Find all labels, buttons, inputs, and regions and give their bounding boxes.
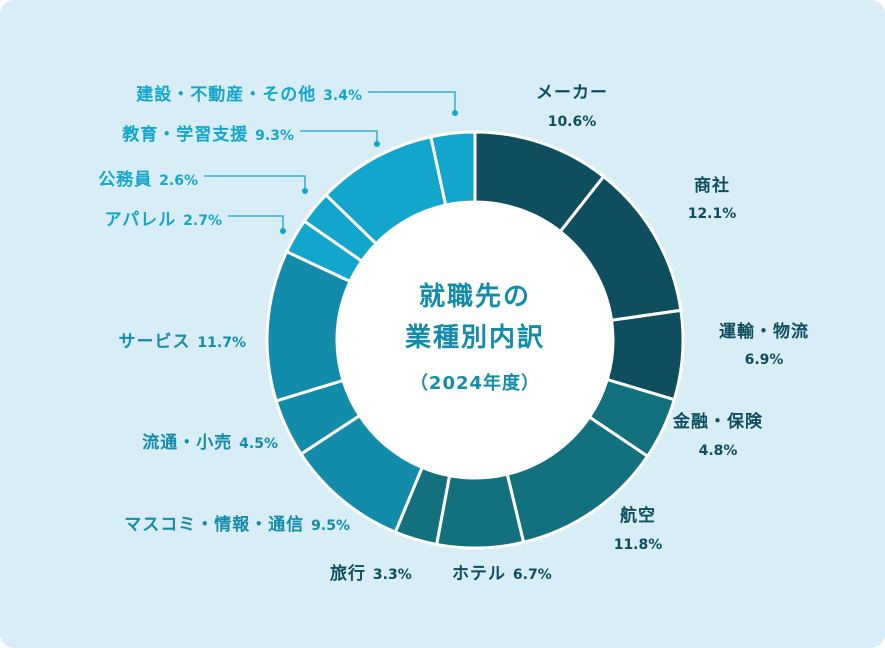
slice-label: ホテル 6.7% <box>452 564 552 584</box>
slice-label: 建設・不動産・その他 3.4% <box>136 84 362 105</box>
slice-value-label: 11.8% <box>614 537 663 553</box>
leader-dot <box>280 228 286 234</box>
slice-value-label: 3.3% <box>373 567 412 583</box>
slice-value-label: 4.5% <box>239 436 278 452</box>
slice-label: 運輸・物流 <box>719 321 809 342</box>
slice-label: 商社 <box>694 175 730 196</box>
slice-value-label: 2.6% <box>159 173 198 189</box>
slice-value-label: 4.8% <box>699 443 738 459</box>
slice-value-label: 10.6% <box>548 114 597 130</box>
leader-dot <box>452 110 458 116</box>
slice-label: 金融・保険 <box>672 411 763 432</box>
slice-value-label: 6.9% <box>745 352 784 368</box>
slice-value-label: 9.3% <box>255 128 294 144</box>
slice-label: 航空 <box>620 505 656 526</box>
chart-title-line-2: 業種別内訳 <box>405 322 545 353</box>
donut-slices <box>265 130 685 550</box>
leader-line <box>228 215 284 231</box>
slice-value-label: 9.5% <box>311 518 350 534</box>
slice-label: 旅行 3.3% <box>330 563 412 584</box>
leader-lines <box>204 91 458 234</box>
slice-label: 公務員 2.6% <box>98 169 198 190</box>
leader-line <box>300 130 378 144</box>
donut-hole <box>337 202 613 478</box>
slice-label: メーカー <box>536 83 608 103</box>
chart-subtitle: （2024年度） <box>410 372 540 394</box>
leader-line <box>368 91 456 113</box>
slice-label: マスコミ・情報・通信 9.5% <box>124 514 350 535</box>
slice-label: 教育・学習支援 9.3% <box>121 124 294 145</box>
slice-value-label: 3.4% <box>323 88 362 104</box>
slice-value-label: 6.7% <box>513 567 552 583</box>
leader-dot <box>374 141 380 147</box>
slice-value-label: 11.7% <box>197 335 246 351</box>
slice-value-label: 2.7% <box>183 213 222 229</box>
donut-slice <box>434 472 526 550</box>
slice-value-label: 12.1% <box>688 206 737 222</box>
leader-dot <box>302 188 308 194</box>
slice-labels: メーカー 10.6% 商社 12.1% 運輸・物流 6.9% 金融・保険 4.8% 航空 11.8… <box>98 83 809 584</box>
slice-label: 流通・小売 4.5% <box>142 432 278 453</box>
slice-label: サービス 11.7% <box>119 332 247 352</box>
chart-title-line-1: 就職先の <box>419 282 531 312</box>
leader-line <box>204 175 306 191</box>
slice-label: アパレル 2.7% <box>105 210 222 230</box>
